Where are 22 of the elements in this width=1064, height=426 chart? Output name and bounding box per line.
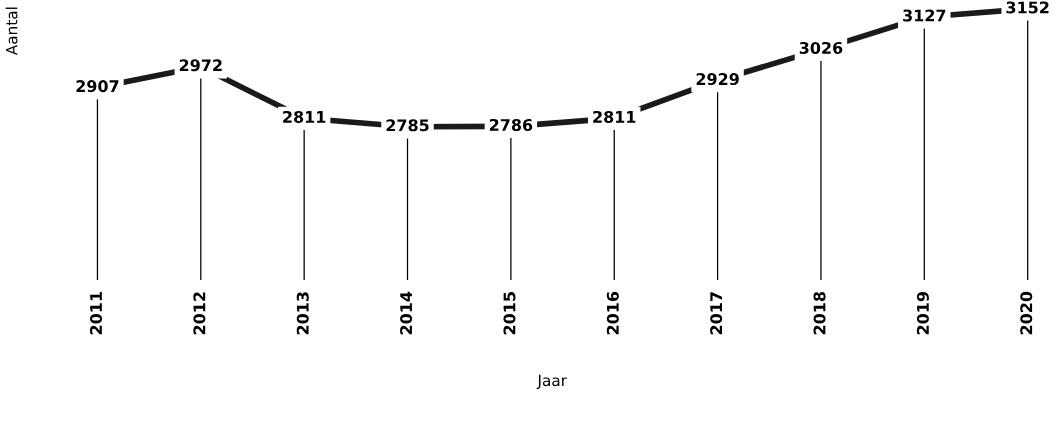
x-tick-label: 2012 [193,292,206,335]
data-label: 2786 [489,118,533,132]
data-label: 2811 [593,110,636,123]
data-label: 3152 [1006,1,1049,14]
data-label: 2785 [386,119,429,132]
data-label: 2811 [283,110,326,123]
x-tick-label: 2013 [296,292,309,335]
y-axis-title: Aantal [5,7,18,56]
x-tick-label: 2015 [503,292,516,335]
x-axis-title: Jaar [536,374,567,389]
x-tick-label: 2020 [1020,291,1033,335]
data-label: 2972 [179,59,222,72]
data-label: 2907 [76,80,119,93]
x-tick-label: 2016 [606,291,619,335]
data-label: 3026 [799,41,843,54]
data-label: 2929 [696,73,739,86]
x-tick-label: 2014 [400,291,413,335]
x-tick-label: 2017 [710,292,723,335]
x-tick-label: 2011 [89,292,103,335]
x-tick-label: 2018 [813,291,826,335]
data-label: 3127 [903,9,946,22]
x-tick-label: 2019 [916,292,929,335]
